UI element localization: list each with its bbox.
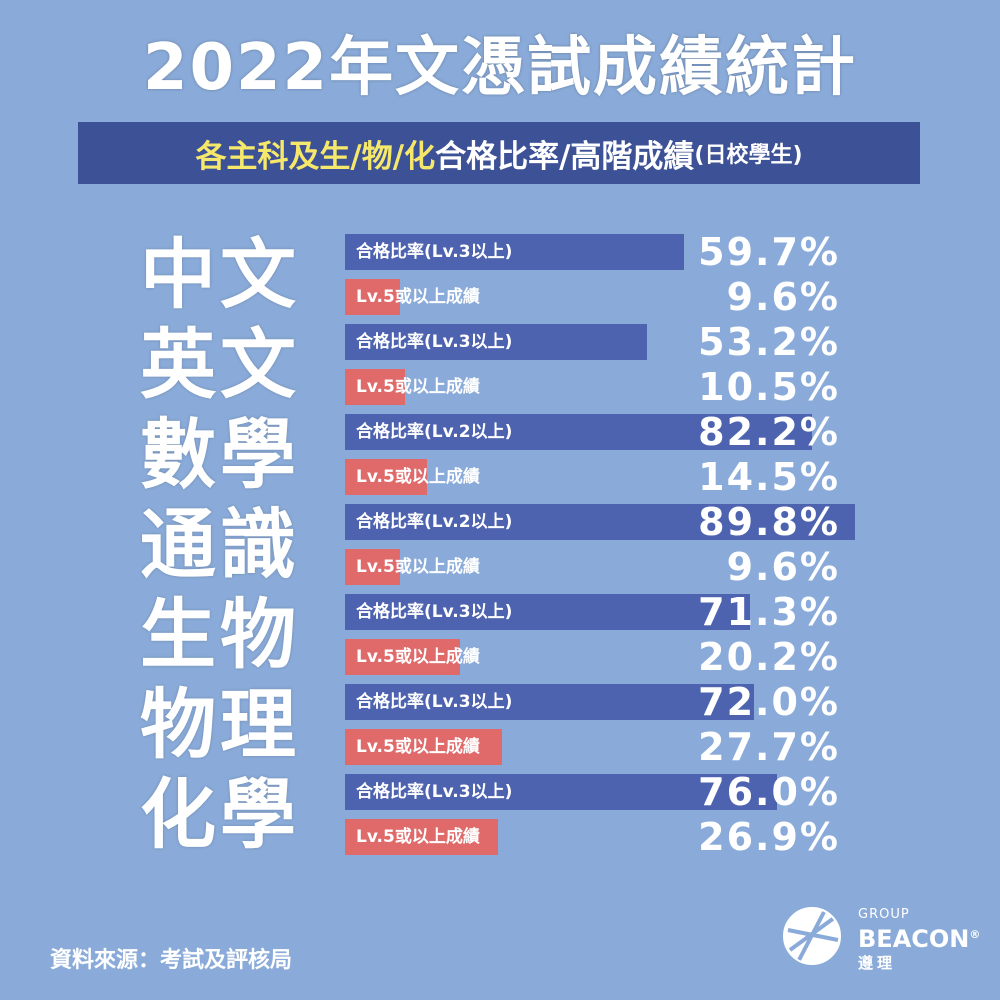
bar-label: 合格比率(Lv.2以上)	[356, 512, 513, 532]
data-label: 82.2%	[698, 410, 840, 454]
data-label: 10.5%	[698, 365, 840, 409]
subtitle-highlight: 各主科及生/物/化	[195, 138, 436, 175]
bar-label: 合格比率(Lv.3以上)	[356, 242, 513, 262]
subtitle-main: 合格比率/高階成績	[435, 138, 695, 175]
bar-label: Lv.5或以上成績	[356, 827, 480, 847]
category-label: 生物	[140, 590, 300, 679]
data-label: 20.2%	[698, 635, 840, 679]
logo-chinese: 遵理	[858, 954, 897, 972]
high-level-bar	[345, 459, 427, 495]
bar-label: 合格比率(Lv.3以上)	[356, 602, 513, 622]
high-level-bar	[345, 279, 400, 315]
bar-label: Lv.5或以上成績	[356, 737, 480, 757]
data-label: 14.5%	[698, 455, 840, 499]
logo-text: GROUP BEACON® 遵理	[858, 907, 980, 973]
chart-title: 2022年文憑試成績統計	[142, 31, 858, 105]
category-label: 化學	[140, 770, 300, 859]
high-level-bar	[345, 819, 498, 855]
pass-rate-bar	[345, 414, 812, 450]
data-label: 9.6%	[726, 545, 840, 589]
category-label: 通識	[140, 500, 300, 589]
category-label: 中文	[140, 230, 300, 319]
beacon-logo-icon	[783, 907, 841, 965]
bar-label: Lv.5或以上成績	[356, 557, 480, 577]
logo-reg: ®	[969, 928, 981, 941]
bar-label: 合格比率(Lv.3以上)	[356, 782, 513, 802]
bar-label: 合格比率(Lv.2以上)	[356, 422, 513, 442]
chart-subtitle: 各主科及生/物/化 合格比率/高階成績 (日校學生)	[78, 122, 920, 184]
high-level-bar	[345, 369, 405, 405]
data-label: 27.7%	[698, 725, 840, 769]
logo-group: GROUP	[858, 907, 910, 922]
data-label: 72.0%	[698, 680, 840, 724]
data-label: 89.8%	[698, 500, 840, 544]
data-label: 9.6%	[726, 275, 840, 319]
data-label: 71.3%	[698, 590, 840, 634]
high-level-bar	[345, 729, 502, 765]
subtitle-small: (日校學生)	[694, 143, 803, 168]
pass-rate-bar	[345, 504, 855, 540]
bar-label: Lv.5或以上成績	[356, 647, 480, 667]
data-label: 59.7%	[698, 230, 840, 274]
pass-rate-bar	[345, 774, 777, 810]
data-label: 76.0%	[698, 770, 840, 814]
logo-brand: BEACON®	[858, 922, 980, 952]
bar-label: 合格比率(Lv.3以上)	[356, 692, 513, 712]
logo-brand-name: BEACON	[858, 925, 970, 953]
high-level-bar	[345, 639, 460, 675]
pass-rate-bar	[345, 234, 684, 270]
data-label: 26.9%	[698, 815, 840, 859]
pass-rate-bar	[345, 324, 647, 360]
bar-label: Lv.5或以上成績	[356, 467, 480, 487]
pass-rate-bar	[345, 594, 750, 630]
high-level-bar	[345, 549, 400, 585]
category-label: 數學	[140, 410, 300, 499]
category-label: 英文	[140, 320, 300, 409]
data-label: 53.2%	[698, 320, 840, 364]
bar-label: Lv.5或以上成績	[356, 377, 480, 397]
source-note: 資料來源：考試及評核局	[50, 948, 293, 973]
category-label: 物理	[140, 680, 300, 769]
bar-label: 合格比率(Lv.3以上)	[356, 332, 513, 352]
bar-label: Lv.5或以上成績	[356, 287, 480, 307]
pass-rate-bar	[345, 684, 754, 720]
